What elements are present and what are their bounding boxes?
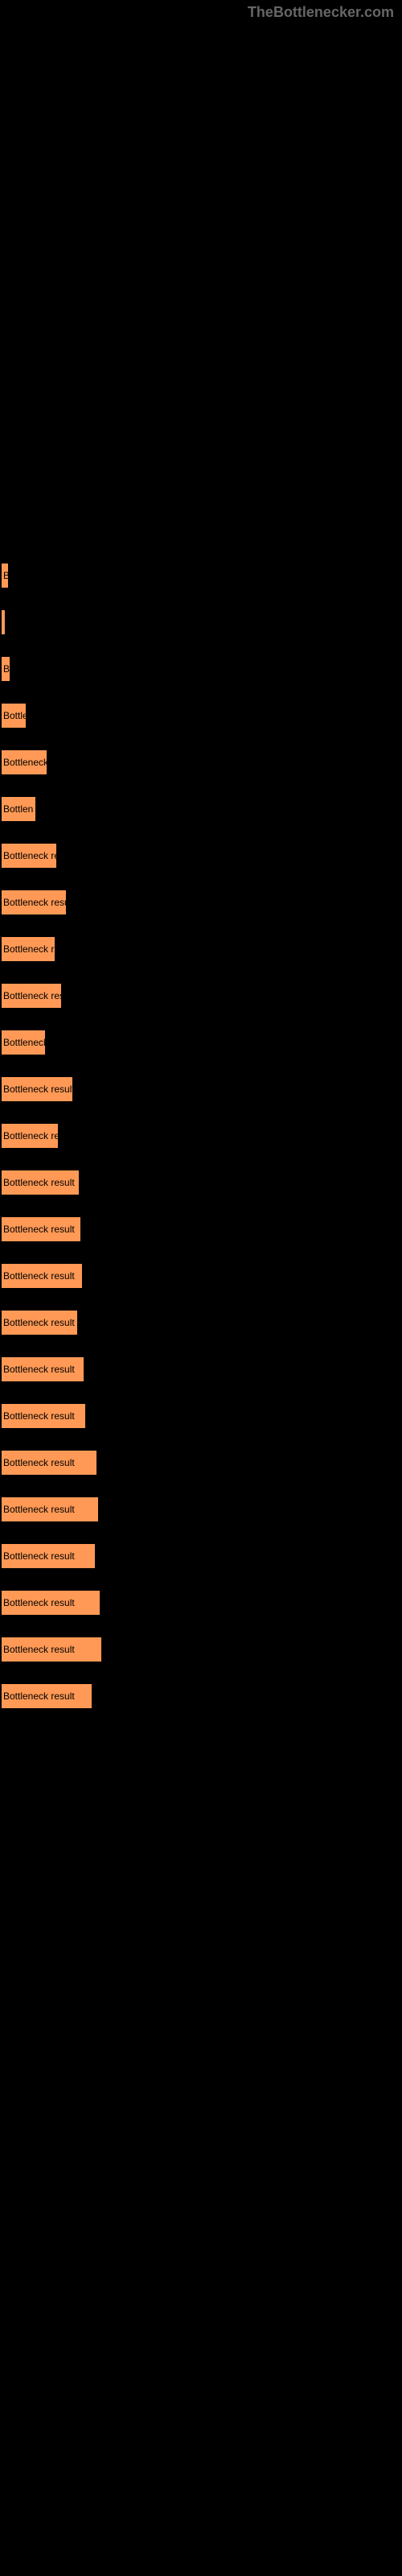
- bar-label: Bottleneck re: [3, 850, 56, 861]
- bar-row: Bottleneck res: [2, 984, 402, 1008]
- bar-label: B: [3, 570, 8, 581]
- bar: Bottleneck result: [2, 1497, 98, 1521]
- bar-row: Bottleneck result: [2, 1497, 402, 1521]
- bar-row: Bottleneck result: [2, 1591, 402, 1615]
- watermark: TheBottlenecker.com: [248, 4, 394, 21]
- bar-row: Bottleneck result: [2, 1311, 402, 1335]
- bar: Bottleneck result: [2, 1544, 95, 1568]
- bar-label: Bottleneck result: [3, 1690, 75, 1702]
- bar-label: Bottleneck result: [3, 1597, 75, 1608]
- bar-label: Bottleneck result: [3, 1224, 75, 1235]
- bar-row: Bottleneck: [2, 750, 402, 774]
- bar-label: Bottleneck result: [3, 1084, 72, 1095]
- bar-row: Bottleneck r: [2, 937, 402, 961]
- bar: Bottleneck result: [2, 1311, 77, 1335]
- bar-row: [2, 610, 402, 634]
- bar: Bottleneck result: [2, 1591, 100, 1615]
- bar-row: Bottleneck result: [2, 1451, 402, 1475]
- bar-label: B: [3, 663, 10, 675]
- bar-row: Bottleneck result: [2, 1217, 402, 1241]
- bar: Bottleneck resu: [2, 890, 66, 914]
- bar: Bottleneck: [2, 1030, 45, 1055]
- bar: Bottleneck result: [2, 1264, 82, 1288]
- bar-row: Bottleneck result: [2, 1357, 402, 1381]
- bar: B: [2, 657, 10, 681]
- bar: Bottleneck result: [2, 1077, 72, 1101]
- bar-label: Bottleneck re: [3, 1130, 58, 1141]
- bar-row: B: [2, 564, 402, 588]
- bar-row: Bottleneck re: [2, 844, 402, 868]
- bar-label: Bottleneck result: [3, 1364, 75, 1375]
- bar-label: Bottlen: [3, 803, 33, 815]
- bar: Bottleneck: [2, 750, 47, 774]
- bar-row: Bottle: [2, 704, 402, 728]
- bar: Bottleneck r: [2, 937, 55, 961]
- bar: Bottleneck re: [2, 844, 56, 868]
- bar-row: Bottleneck result: [2, 1264, 402, 1288]
- bar-label: Bottleneck result: [3, 1410, 75, 1422]
- bar-row: Bottleneck result: [2, 1544, 402, 1568]
- bar: Bottleneck result: [2, 1357, 84, 1381]
- bar: Bottlen: [2, 797, 35, 821]
- bar: [2, 610, 5, 634]
- bar-row: Bottleneck: [2, 1030, 402, 1055]
- bar-row: Bottleneck result: [2, 1077, 402, 1101]
- bar-label: Bottleneck result: [3, 1177, 75, 1188]
- bar-label: Bottleneck res: [3, 990, 61, 1001]
- chart-container: B B Bottle Bottleneck Bottlen Bottleneck re Bo…: [0, 0, 402, 1747]
- bar: Bottle: [2, 704, 26, 728]
- bar-row: Bottleneck re: [2, 1124, 402, 1148]
- bar: Bottleneck res: [2, 984, 61, 1008]
- bar: B: [2, 564, 8, 588]
- bar-row: Bottlen: [2, 797, 402, 821]
- bar: Bottleneck result: [2, 1637, 101, 1662]
- bar-label: Bottleneck result: [3, 1270, 75, 1282]
- bar-label: Bottleneck: [3, 1037, 45, 1048]
- bar-row: Bottleneck result: [2, 1404, 402, 1428]
- bar-label: Bottleneck resu: [3, 897, 66, 908]
- bar-row: Bottleneck result: [2, 1637, 402, 1662]
- bar-row: Bottleneck result: [2, 1170, 402, 1195]
- bar-label: Bottleneck result: [3, 1504, 75, 1515]
- bar-label: Bottleneck r: [3, 943, 54, 955]
- bar-label: Bottleneck result: [3, 1644, 75, 1655]
- bar-row: Bottleneck result: [2, 1684, 402, 1708]
- bar-label: Bottleneck result: [3, 1550, 75, 1562]
- bar-label: Bottleneck: [3, 757, 47, 768]
- bar-row: B: [2, 657, 402, 681]
- bar: Bottleneck result: [2, 1451, 96, 1475]
- bar-label: Bottle: [3, 710, 26, 721]
- bar: Bottleneck re: [2, 1124, 58, 1148]
- bar: Bottleneck result: [2, 1170, 79, 1195]
- bar-row: Bottleneck resu: [2, 890, 402, 914]
- bar-label: Bottleneck result: [3, 1317, 75, 1328]
- bar: Bottleneck result: [2, 1404, 85, 1428]
- bar: Bottleneck result: [2, 1684, 92, 1708]
- bar-label: Bottleneck result: [3, 1457, 75, 1468]
- bar: Bottleneck result: [2, 1217, 80, 1241]
